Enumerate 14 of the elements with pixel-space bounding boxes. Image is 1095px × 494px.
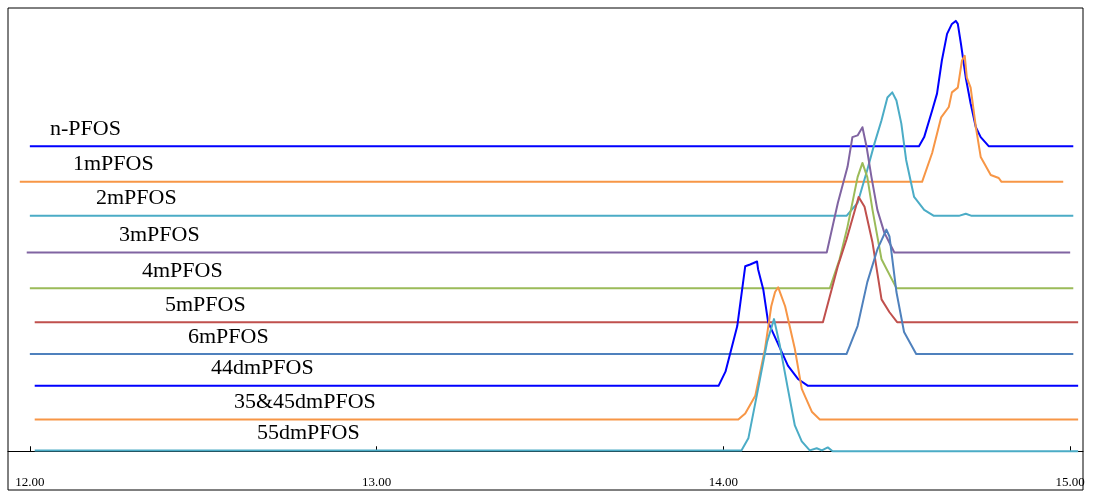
series-label: 5mPFOS: [165, 290, 246, 316]
series-label: 2mPFOS: [96, 184, 177, 210]
series-label: 35&45dmPFOS: [234, 387, 376, 413]
series-label: 55dmPFOS: [257, 418, 360, 444]
x-tick-label: 12.00: [15, 474, 45, 489]
series-label: n-PFOS: [50, 114, 121, 140]
series-label: 4mPFOS: [142, 256, 223, 282]
series-label: 44dmPFOS: [211, 354, 314, 380]
series-label: 1mPFOS: [73, 150, 154, 176]
x-tick-label: 15.00: [1055, 474, 1085, 489]
series-label: 6mPFOS: [188, 322, 269, 348]
series-label: 3mPFOS: [119, 220, 200, 246]
x-tick-label: 13.00: [362, 474, 392, 489]
x-tick-label: 14.00: [708, 474, 739, 489]
